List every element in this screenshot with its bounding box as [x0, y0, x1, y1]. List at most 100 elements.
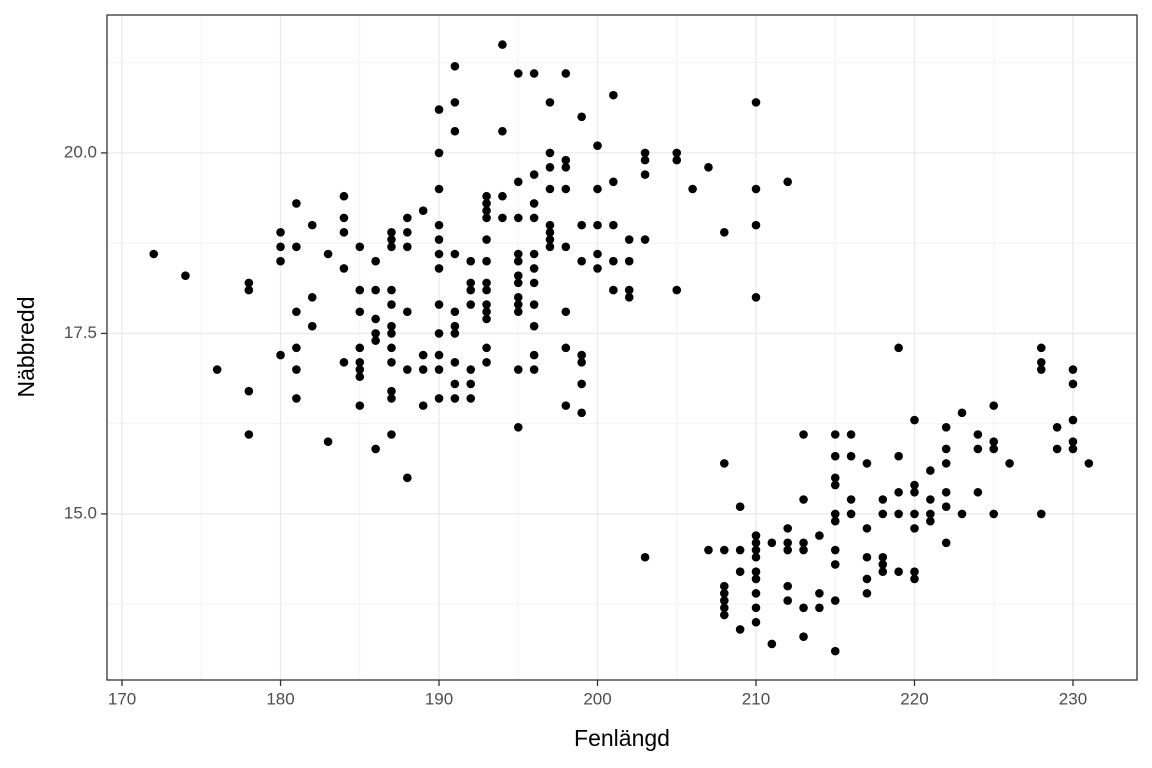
point: [783, 538, 792, 548]
point: [989, 444, 999, 454]
point: [482, 358, 491, 367]
point: [434, 220, 444, 230]
point: [609, 220, 618, 230]
point: [387, 430, 396, 439]
point: [482, 285, 491, 295]
point: [450, 307, 460, 317]
point: [418, 401, 428, 410]
point: [751, 617, 761, 627]
point: [292, 365, 301, 374]
point: [862, 459, 872, 468]
point: [1068, 437, 1078, 447]
point: [910, 487, 919, 497]
point: [387, 235, 396, 244]
y-tick-label: 20.0: [64, 142, 97, 161]
point: [799, 495, 808, 504]
point: [181, 271, 190, 280]
point: [593, 141, 602, 150]
x-tick-label: 230: [1059, 689, 1087, 708]
point: [624, 235, 634, 244]
point: [1068, 444, 1078, 454]
point: [894, 343, 903, 353]
point: [751, 574, 761, 584]
point: [609, 177, 618, 187]
point: [751, 293, 761, 302]
point: [529, 300, 539, 309]
point: [830, 451, 840, 461]
point: [371, 444, 380, 454]
point: [926, 495, 935, 504]
point: [561, 155, 571, 165]
point: [609, 285, 618, 295]
point: [450, 379, 460, 389]
point: [720, 581, 729, 591]
point: [624, 256, 634, 266]
point: [292, 307, 301, 317]
point: [339, 213, 349, 223]
point: [720, 596, 729, 605]
x-tick-label: 190: [425, 689, 453, 708]
point: [830, 509, 840, 519]
point: [941, 444, 951, 454]
point: [720, 459, 729, 468]
point: [355, 285, 365, 295]
point: [355, 401, 365, 410]
point: [529, 350, 539, 360]
point: [434, 365, 444, 374]
point: [704, 163, 713, 172]
point: [212, 365, 222, 374]
x-tick-label: 200: [583, 689, 611, 708]
point: [387, 386, 396, 396]
point: [276, 256, 285, 266]
point: [577, 379, 586, 389]
point: [862, 524, 872, 533]
point: [513, 278, 523, 288]
point: [244, 285, 254, 295]
point: [482, 278, 491, 288]
point: [751, 538, 761, 548]
point: [989, 401, 999, 410]
point: [529, 249, 539, 259]
point: [751, 220, 761, 230]
point: [276, 350, 285, 360]
point: [434, 148, 444, 158]
point: [387, 300, 396, 309]
point: [1005, 459, 1014, 468]
point: [513, 293, 523, 302]
point: [799, 430, 808, 439]
point: [830, 473, 840, 483]
point: [323, 437, 333, 447]
point: [783, 581, 792, 591]
point: [751, 589, 761, 598]
point: [672, 155, 682, 165]
point: [688, 184, 697, 194]
point: [624, 285, 634, 295]
point: [846, 451, 856, 461]
point: [989, 437, 999, 447]
point: [450, 98, 460, 107]
point: [498, 40, 507, 49]
point: [307, 321, 317, 331]
point: [830, 430, 840, 439]
point: [846, 509, 856, 519]
point: [466, 365, 476, 374]
point: [513, 307, 523, 317]
point: [751, 552, 761, 562]
point: [894, 567, 903, 576]
point: [434, 105, 444, 114]
point: [292, 199, 301, 208]
point: [513, 256, 523, 266]
point: [482, 307, 491, 317]
grid: [107, 15, 1137, 680]
point: [720, 228, 729, 237]
x-tick-label: 220: [900, 689, 928, 708]
point: [767, 538, 777, 548]
point: [545, 235, 555, 244]
point: [403, 228, 412, 237]
point: [609, 90, 618, 100]
point: [482, 213, 491, 223]
point: [783, 596, 792, 605]
point: [387, 394, 396, 403]
point: [783, 524, 792, 533]
point: [513, 69, 523, 78]
